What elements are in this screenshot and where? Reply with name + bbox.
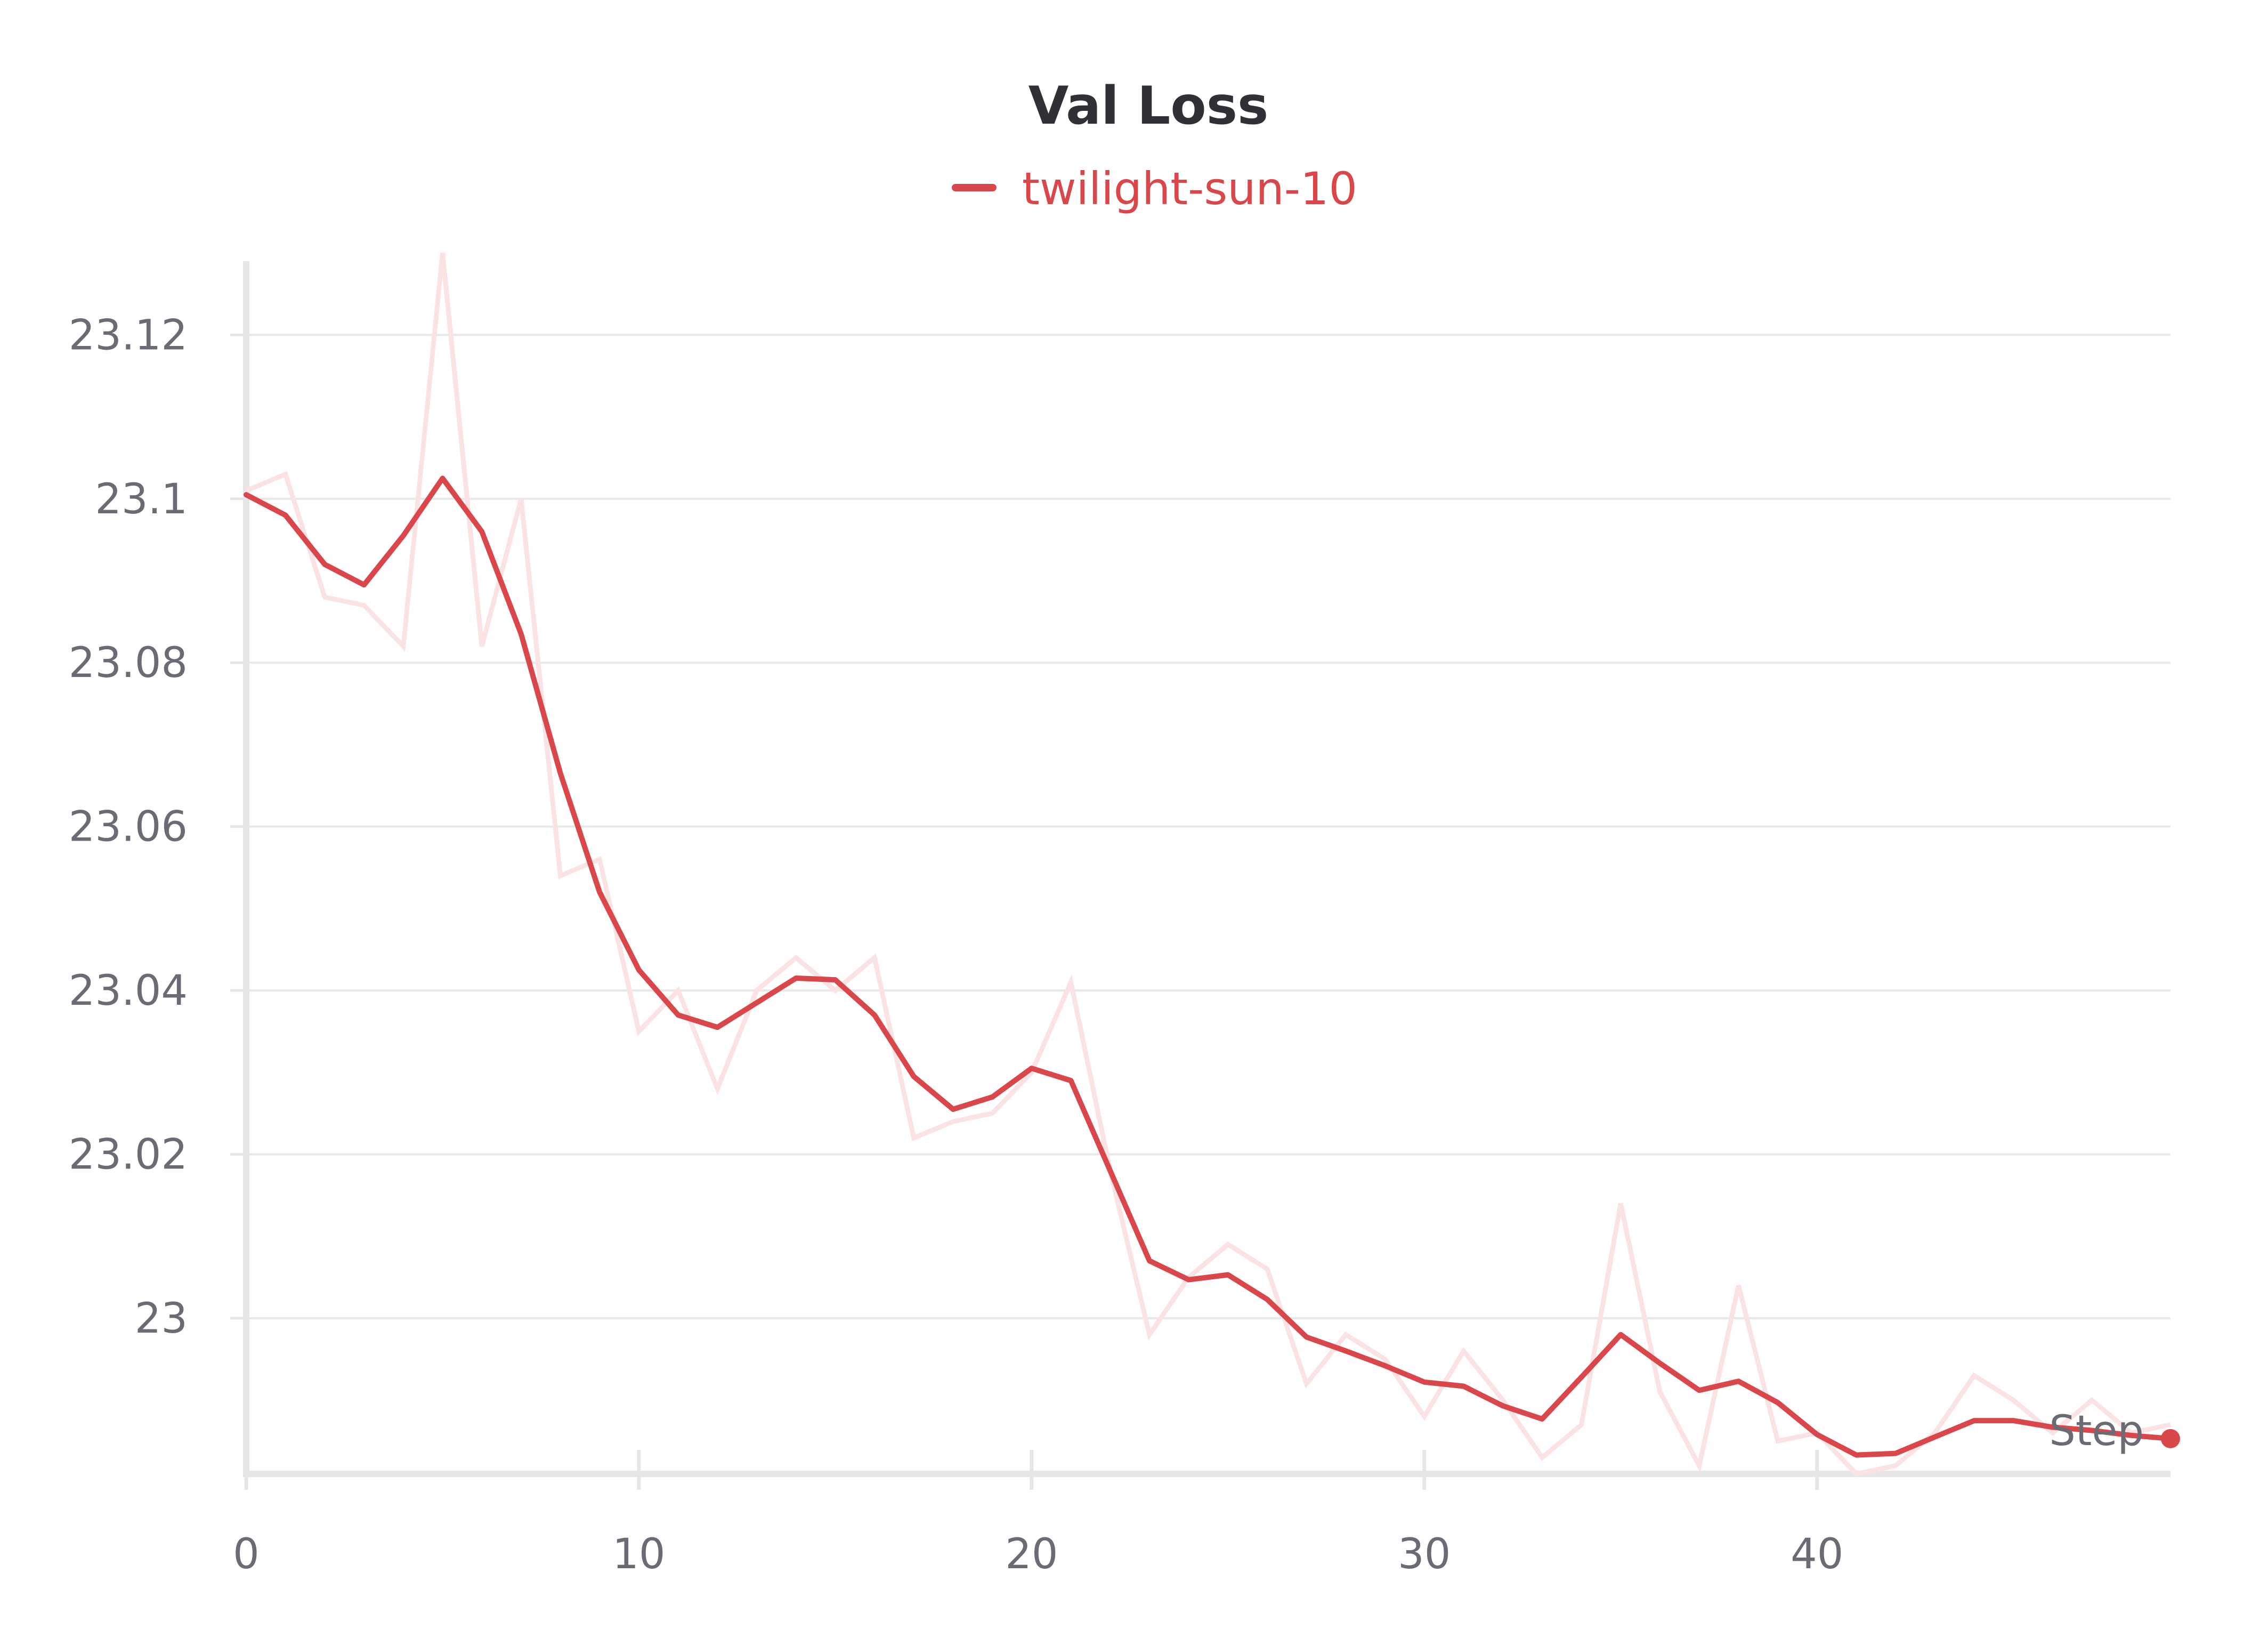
x-tick-label: 10 — [612, 1530, 665, 1578]
x-tick-label: 40 — [1791, 1530, 1843, 1578]
series-lines — [244, 253, 2180, 1477]
legend[interactable]: twilight-sun-10 — [952, 163, 1357, 215]
grid-lines — [230, 333, 2170, 1490]
axes — [243, 261, 2170, 1477]
x-tick-label: 0 — [233, 1530, 260, 1578]
legend-label-twilight-sun-10: twilight-sun-10 — [1022, 163, 1357, 215]
series-end-point[interactable] — [2161, 1429, 2180, 1448]
y-tick-label: 23.06 — [69, 803, 188, 851]
x-tick-labels: 0 10 20 30 40 — [233, 1530, 1843, 1578]
x-axis-label: Step — [2049, 1407, 2144, 1455]
series-raw-line — [245, 253, 2171, 1477]
y-tick-labels: 23 23.02 23.04 23.06 23.08 23.1 23.12 — [69, 311, 188, 1343]
y-tick-label: 23.04 — [69, 967, 188, 1015]
x-tick-label: 20 — [1005, 1530, 1058, 1578]
y-tick-label: 23.1 — [95, 475, 188, 523]
series-smoothed-line — [244, 475, 2173, 1458]
y-tick-label: 23.12 — [69, 311, 188, 359]
y-tick-label: 23.02 — [69, 1131, 188, 1179]
chart-title: Val Loss — [1028, 76, 1269, 136]
y-tick-label: 23 — [135, 1295, 188, 1343]
x-tick-label: 30 — [1398, 1530, 1451, 1578]
y-tick-label: 23.08 — [69, 639, 188, 687]
legend-swatch — [952, 184, 997, 191]
